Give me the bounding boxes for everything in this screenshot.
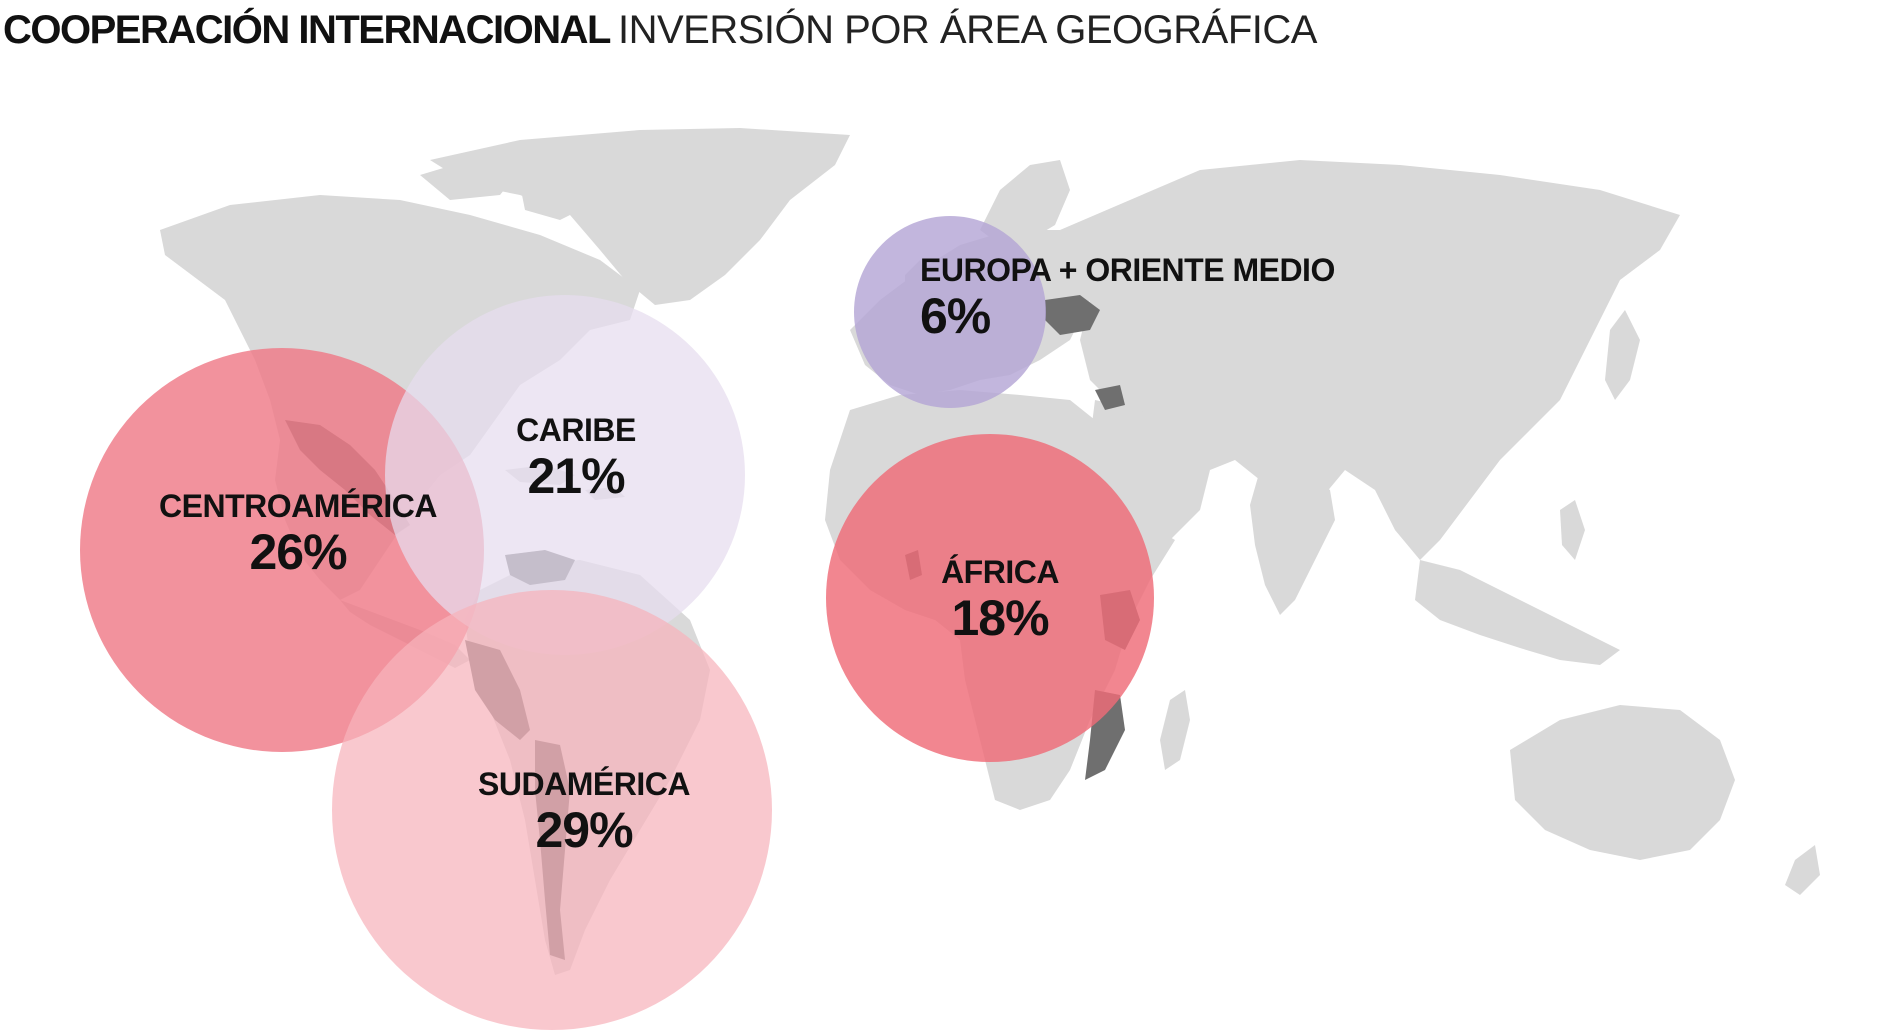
bubble-sudamerica [332,590,772,1030]
region-name-caribe: CARIBE [516,412,636,448]
land-india [1250,470,1335,615]
land-philippines [1560,500,1585,560]
bubble-europa [854,216,1046,408]
title-subtitle: INVERSIÓN POR ÁREA GEOGRÁFICA [617,8,1317,52]
region-percent-sudamerica: 29% [535,802,633,858]
region-name-europa: EUROPA + ORIENTE MEDIO [920,252,1335,288]
region-percent-europa: 6% [920,288,991,344]
region-name-centroamerica: CENTROAMÉRICA [159,488,437,524]
bubble-centroamerica [80,348,484,752]
region-percent-africa: 18% [951,590,1049,646]
region-name-africa: ÁFRICA [941,554,1059,590]
title-main: COOPERACIÓN INTERNACIONAL [3,8,611,52]
land-greenland [430,128,850,305]
region-bubbles [80,216,1154,1030]
region-percent-centroamerica: 26% [249,524,347,580]
land-asia [1060,160,1680,560]
land-new-zealand [1785,845,1820,895]
bubble-africa [826,434,1154,762]
land-australia [1510,705,1735,860]
label-africa: ÁFRICA 18% [941,554,1059,645]
land-scandinavia [980,160,1070,245]
land-japan [1605,310,1640,400]
label-caribe: CARIBE 21% [516,412,636,503]
land-madagascar [1160,690,1190,770]
land-arctic-islands [420,160,600,220]
map-title: COOPERACIÓN INTERNACIONAL INVERSIÓN POR Á… [3,6,1317,54]
label-centroamerica: CENTROAMÉRICA 26% [159,488,437,579]
region-percent-caribe: 21% [527,448,625,504]
land-southeast-asia [1415,560,1620,665]
country-ukraine [1045,295,1100,335]
bubble-caribe [385,295,745,655]
region-name-sudamerica: SUDAMÉRICA [478,766,690,802]
label-sudamerica: SUDAMÉRICA 29% [478,766,690,857]
country-syria-lebanon [1095,385,1125,410]
label-europa: EUROPA + ORIENTE MEDIO 6% [920,252,1335,343]
